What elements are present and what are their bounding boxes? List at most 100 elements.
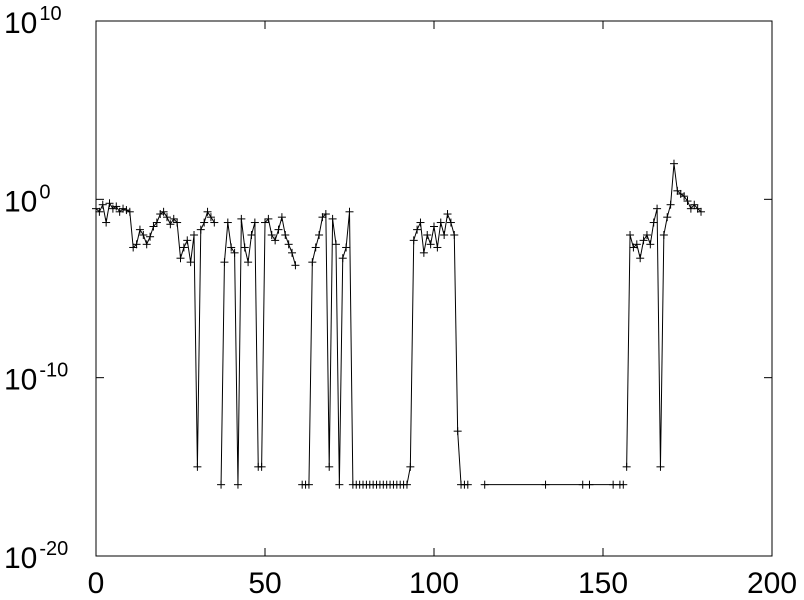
plot-layer <box>92 159 706 489</box>
data-point-marker <box>626 231 635 239</box>
series-line-segment <box>220 217 296 485</box>
data-point-marker <box>223 218 232 227</box>
data-point-marker <box>440 231 449 239</box>
data-point-marker <box>686 204 695 213</box>
data-point-marker <box>345 207 354 216</box>
data-point-marker <box>436 218 445 227</box>
data-point-marker <box>264 214 273 223</box>
data-point-marker <box>112 202 121 211</box>
data-point-marker <box>152 218 161 227</box>
data-point-marker <box>622 462 631 471</box>
data-point-marker <box>416 218 425 227</box>
y-tick-exponent: 0 <box>39 181 50 203</box>
data-point-marker <box>274 225 283 234</box>
x-tick-label: 150 <box>578 567 628 600</box>
data-point-marker <box>200 218 209 227</box>
data-point-marker <box>105 199 114 208</box>
data-point-marker <box>308 258 317 267</box>
data-point-marker <box>277 213 286 222</box>
data-point-marker <box>281 231 290 239</box>
x-tick-label: 50 <box>248 567 281 600</box>
y-tick-base: 10 <box>4 7 37 40</box>
data-point-marker <box>632 240 641 249</box>
data-point-marker <box>433 243 442 252</box>
data-point-marker <box>237 214 246 223</box>
data-point-marker <box>149 222 158 231</box>
data-point-marker <box>183 236 192 245</box>
x-tick-label: 200 <box>747 567 797 600</box>
data-point-marker <box>328 214 337 223</box>
data-point-marker <box>193 462 202 471</box>
data-point-marker <box>649 218 658 227</box>
data-point-marker <box>419 248 428 257</box>
data-point-marker <box>338 254 347 263</box>
data-point-marker <box>342 243 351 252</box>
data-point-marker <box>619 480 628 489</box>
data-point-marker <box>190 231 199 239</box>
data-point-marker <box>315 231 324 239</box>
data-point-marker <box>325 462 334 471</box>
data-point-marker <box>680 192 689 201</box>
data-point-marker <box>443 210 452 219</box>
data-point-marker <box>653 204 662 213</box>
data-point-marker <box>119 204 128 213</box>
data-point-marker <box>271 236 280 245</box>
data-point-marker <box>639 236 648 245</box>
data-point-marker <box>125 207 134 216</box>
data-point-marker <box>227 243 236 252</box>
data-point-marker <box>450 231 459 239</box>
data-point-marker <box>261 218 269 227</box>
y-tick-exponent: -10 <box>39 360 68 382</box>
data-point-marker <box>666 200 675 209</box>
data-point-marker <box>578 480 587 489</box>
data-point-marker <box>304 480 313 489</box>
data-point-marker <box>179 243 188 252</box>
series-line-segment <box>95 201 215 467</box>
data-point-marker <box>186 258 195 267</box>
data-point-marker <box>98 200 107 209</box>
data-point-marker <box>690 200 699 209</box>
data-point-marker <box>230 248 239 257</box>
data-point-marker <box>659 231 668 239</box>
data-point-marker <box>311 243 320 252</box>
data-point-marker <box>135 225 144 234</box>
data-point-marker <box>102 218 111 227</box>
data-point-marker <box>173 218 182 227</box>
data-point-marker <box>166 220 175 229</box>
data-point-marker <box>463 480 472 489</box>
data-point-marker <box>159 207 168 216</box>
data-point-marker <box>250 218 259 227</box>
data-point-marker <box>247 231 256 239</box>
data-point-marker <box>642 231 651 239</box>
data-point-marker <box>331 240 340 249</box>
data-point-marker <box>321 210 330 219</box>
y-tick-label: 10 10 <box>4 3 62 40</box>
plot-frame <box>95 20 773 557</box>
data-point-marker <box>267 231 276 239</box>
data-point-marker <box>423 231 432 239</box>
data-point-marker <box>480 480 489 489</box>
data-point-marker <box>122 206 131 215</box>
data-point-marker <box>284 240 293 249</box>
data-point-marker <box>203 207 212 216</box>
data-point-marker <box>453 427 462 436</box>
data-point-marker <box>609 480 618 489</box>
data-point-marker <box>697 207 706 216</box>
data-point-marker <box>240 243 249 252</box>
data-point-marker <box>196 225 205 234</box>
data-point-marker <box>206 213 215 222</box>
y-tick-label: 10 -10 <box>4 360 68 397</box>
data-point-marker <box>683 197 692 206</box>
y-tick-base: 10 <box>4 185 37 218</box>
y-tick-label: 10 0 <box>4 181 51 218</box>
data-point-marker <box>244 258 253 267</box>
data-point-marker <box>142 240 151 249</box>
data-point-marker <box>288 248 297 257</box>
data-point-marker <box>233 480 242 489</box>
y-tick-exponent: 10 <box>39 3 61 25</box>
data-point-marker <box>585 480 594 489</box>
data-point-marker <box>335 480 344 489</box>
y-tick-exponent: -20 <box>39 538 68 560</box>
series-line-segment <box>302 211 468 486</box>
